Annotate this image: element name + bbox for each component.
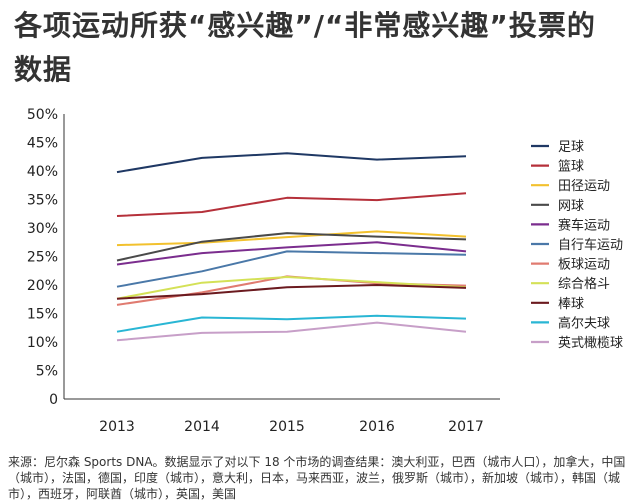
legend-label: 赛车运动 [558, 217, 610, 233]
legend-label: 田径运动 [558, 179, 610, 194]
chart-title: 各项运动所获“感兴趣”/“非常感兴趣”投票的数据 [14, 9, 596, 86]
legend-label: 综合格斗 [558, 276, 610, 292]
y-tick-label: 40% [27, 164, 58, 180]
y-tick-label: 45% [27, 136, 58, 152]
y-tick-label: 30% [27, 221, 58, 237]
y-tick-label: 35% [27, 193, 58, 209]
y-tick-label: 15% [27, 307, 58, 323]
series-line-10 [116, 314, 467, 333]
y-tick-label: 0 [49, 392, 58, 408]
series-line-9 [116, 284, 467, 300]
series-line-6 [116, 250, 467, 288]
x-tick-label: 2016 [359, 419, 395, 435]
series-line-2 [116, 192, 467, 217]
series-line-4 [116, 232, 467, 262]
series-line-11 [116, 321, 467, 342]
y-tick-label: 20% [27, 278, 58, 294]
legend-label: 自行车运动 [558, 237, 623, 253]
series-line-1 [116, 152, 467, 174]
legend-label: 棒球 [558, 297, 584, 312]
x-tick-label: 2014 [184, 419, 220, 435]
y-tick-label: 25% [27, 250, 58, 266]
series-line-8 [116, 276, 467, 300]
legend-label: 篮球 [558, 160, 584, 175]
y-tick-label: 50% [27, 107, 58, 123]
legend-label: 足球 [558, 140, 584, 155]
y-tick-label: 10% [27, 335, 58, 351]
legend-label: 高尔夫球 [558, 315, 610, 331]
legend-label: 网球 [558, 199, 584, 214]
series-line-7 [116, 275, 467, 306]
y-tick-label: 5% [36, 364, 58, 380]
legend-label: 板球运动 [558, 258, 610, 273]
series-lines [116, 152, 467, 342]
axis-layer: 0 5% 10% 15% 20% 25% 30% 35% 40% 45% 50% 2013 2014 20… [27, 107, 500, 435]
series-line-3 [116, 230, 467, 247]
legend-label: 英式橄榄球 [558, 335, 623, 351]
x-tick-label: 2017 [448, 419, 484, 435]
source-note: 来源：尼尔森 Sports DNA。数据显示了对以下 18 个市场的调查结果：澳… [8, 455, 626, 501]
series-line-5 [116, 241, 467, 266]
x-tick-label: 2013 [99, 419, 135, 435]
x-tick-label: 2015 [269, 419, 305, 435]
